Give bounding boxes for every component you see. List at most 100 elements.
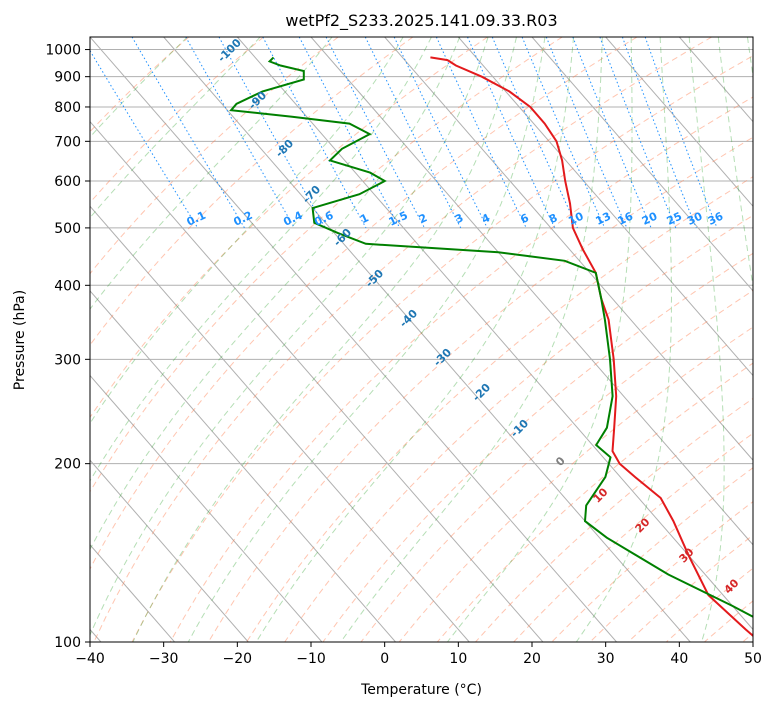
isotherm-line [678,37,753,123]
dry-adiabat [207,136,753,642]
y-tick-label: 100 [54,635,81,651]
mixing-ratio-line [90,49,199,229]
mixing-ratio-line [621,37,697,229]
x-tick-label: 40 [670,651,688,667]
moist-adiabat [90,37,261,219]
moist-adiabat [688,37,725,642]
isotherm-line [90,459,249,642]
x-tick-label: −10 [296,651,326,667]
x-tick-label: −20 [223,651,253,667]
dry-adiabat-label: -80 [273,137,296,160]
isotherm-line [90,374,323,642]
y-tick-label: 1000 [45,43,81,59]
mixing-ratio-label: 2 [417,211,429,226]
isotherm-line [90,37,617,642]
moist-adiabat [747,37,753,79]
mixing-ratio-label: 16 [616,209,636,227]
mixing-ratio-label: 3 [453,211,465,226]
moist-adiabat [447,37,633,642]
mixing-ratio-line [599,37,677,229]
moist-adiabat [90,37,489,637]
y-tick-label: 800 [54,100,81,116]
mixing-ratio-label: 20 [640,209,660,227]
isotherm-line [163,37,691,642]
moist-adiabat-label: 0 [553,454,568,469]
dry-adiabat [513,432,753,642]
dry-adiabat-label: -90 [246,89,269,112]
mixing-ratio-line [572,37,652,229]
dry-adiabat [551,467,753,642]
dry-adiabat [246,176,753,642]
x-tick-label: −40 [75,651,105,667]
isotherm-line [531,37,753,292]
mixing-ratio-line [218,37,326,229]
moist-adiabat [132,37,517,642]
y-tick-label: 900 [54,70,81,86]
isotherm-line [90,120,544,642]
isotherm-line [236,37,753,631]
moist-adiabat-label: 30 [677,545,697,565]
mixing-ratio-line [262,37,367,229]
y-tick-label: 200 [54,457,81,473]
isotherm-line [384,37,753,461]
mixing-ratio-line [644,37,718,229]
mixing-ratio-line [364,37,462,229]
dry-adiabat [90,37,190,133]
x-axis-label: Temperature (°C) [360,682,482,698]
moist-adiabat-label: 20 [633,515,653,535]
dry-adiabat-label: -40 [397,307,420,330]
mixing-ratio-label: 0.2 [231,209,254,229]
dry-adiabat [90,37,488,419]
mixing-ratio-line [545,37,628,229]
moist-adiabat [575,37,673,642]
x-tick-label: −30 [149,651,179,667]
isotherm-line [457,37,753,377]
dry-adiabat-label: -30 [431,346,454,369]
mixing-ratio-line [521,37,606,229]
moist-adiabat [187,37,546,642]
mixing-ratio-label: 25 [665,210,684,228]
mixing-ratio-line [298,37,401,229]
y-tick-label: 600 [54,174,81,190]
moist-adiabat [717,37,753,290]
isotherm-line [310,37,753,546]
isotherm-line [752,37,753,38]
moist-adiabat [90,37,432,482]
dry-adiabat [90,37,638,571]
y-tick-label: 300 [54,352,81,368]
moist-adiabat [90,37,404,425]
dry-adiabat [742,632,753,642]
mixing-ratio-label: 13 [594,210,613,228]
moist-adiabat [255,37,575,642]
isotherm-line [90,205,470,642]
y-tick-label: 500 [54,221,81,237]
dry-adiabat [90,37,563,493]
x-tick-label: 20 [523,651,541,667]
y-tick-label: 700 [54,134,81,150]
y-axis: 100 200 300 400 500 600 700 800 900 1000 [45,43,90,651]
moist-adiabat [340,37,603,642]
y-axis-label: Pressure (hPa) [12,290,28,390]
dry-adiabat [131,55,753,642]
moist-adiabat-label: 10 [591,485,611,505]
mixing-ratio-label: 10 [566,209,586,227]
dewpoint-profile-line [229,56,753,618]
mixing-ratio-label: 30 [685,209,705,227]
dry-adiabat [436,362,753,642]
dry-adiabat [90,37,414,346]
x-tick-label: 30 [597,651,615,667]
mixing-ratio-label: 36 [706,209,726,227]
mixing-ratio-label: 1 [358,211,370,226]
plot-frame [89,36,754,643]
dry-adiabat-label: -20 [470,381,493,404]
moist-adiabat-label: 40 [722,576,742,596]
dry-adiabat [90,37,264,204]
dry-adiabat-label: -70 [300,183,323,206]
x-axis: −40 −30 −20 −10 0 10 20 30 40 50 [75,642,762,667]
chart-title: wetPf2_S233.2025.141.09.33.R03 [285,11,557,31]
dry-adiabat [704,600,753,642]
y-tick-label: 400 [54,278,81,294]
isotherm-line [605,37,753,208]
dry-adiabat [360,289,753,642]
